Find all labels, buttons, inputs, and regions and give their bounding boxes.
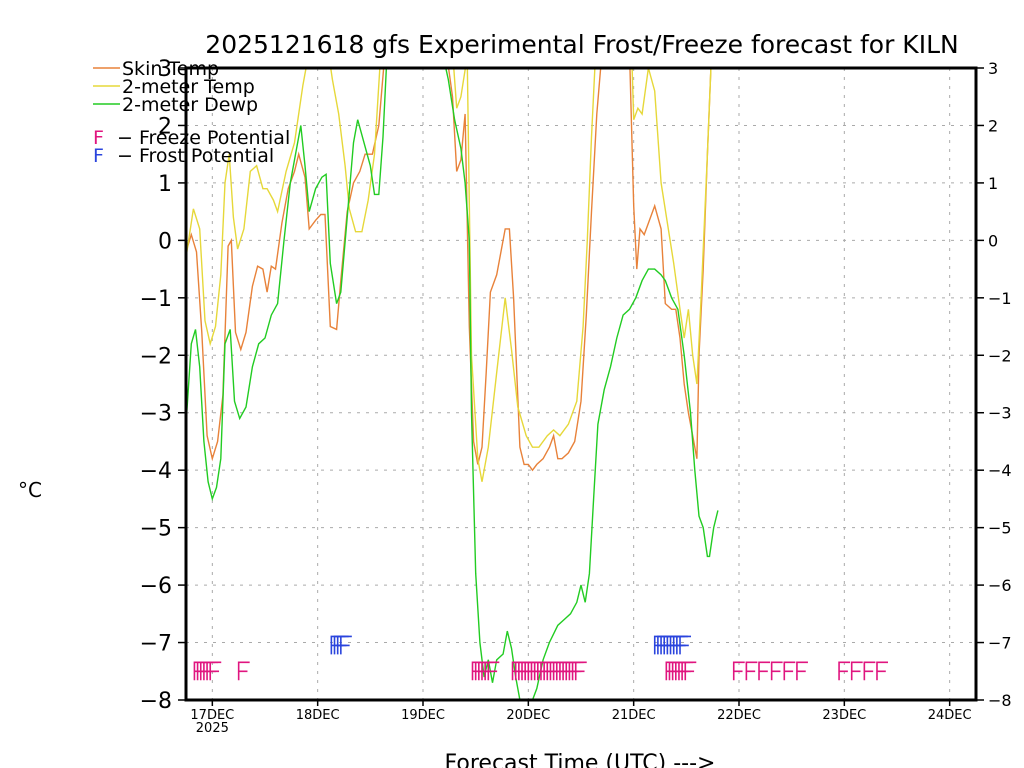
x-axis-label: Forecast Time (UTC) ---> (445, 751, 716, 768)
f-glyph (574, 661, 587, 681)
series-line-segment (629, 68, 712, 459)
y-tick-label: −6 (988, 576, 1012, 595)
legend-item: F − Freeze Potential (93, 127, 290, 149)
x-tick-label: 20DEC (506, 708, 550, 723)
y-axis-right: 3 2 1 0 −1 −2 −3 −4 −5 −6 −7 −8 (976, 59, 1012, 710)
y-tick-label: −7 (140, 632, 172, 657)
series-line-segment (445, 68, 719, 700)
freeze-marker (783, 661, 796, 681)
frost-marker (679, 635, 692, 655)
legend-item: 2-meter Dewp (93, 94, 258, 116)
y-tick-label: 3 (158, 57, 172, 82)
f-glyph (863, 661, 876, 681)
y-tick-label: −1 (988, 289, 1012, 308)
f-glyph (487, 661, 500, 681)
y-axis-label: °C (18, 478, 42, 502)
freeze-marker (209, 661, 222, 681)
legend-label: Skin Temp (122, 58, 219, 80)
y-tick-label: 2 (988, 116, 998, 135)
freeze-marker (732, 661, 745, 681)
y-tick-label: 1 (988, 174, 998, 193)
plot-frame (184, 66, 978, 702)
freeze-marker (758, 661, 771, 681)
y-tick-label: −5 (140, 517, 172, 542)
y-tick-label: −2 (140, 344, 172, 369)
legend-label: 2-meter Temp (122, 76, 255, 98)
chart-title: 2025121618 gfs Experimental Frost/Freeze… (205, 30, 958, 59)
f-glyph (758, 661, 771, 681)
potential-markers (193, 635, 888, 681)
x-tick-label: 23DEC (822, 708, 866, 723)
freeze-marker (770, 661, 783, 681)
x-tick-label: 24DEC (928, 708, 972, 723)
legend-label: − Frost Potential (117, 145, 274, 167)
y-tick-label: −6 (140, 574, 172, 599)
freeze-marker (863, 661, 876, 681)
y-tick-label: −1 (140, 287, 172, 312)
series-2-meter-temp (186, 68, 712, 482)
x-tick-label: 21DEC (612, 708, 656, 723)
y-tick-label: −5 (988, 519, 1012, 538)
freeze-marker (876, 661, 888, 681)
legend-item: F − Frost Potential (93, 145, 274, 167)
x-tick-label: 22DEC (717, 708, 761, 723)
y-tick-label: 3 (988, 59, 998, 78)
y-tick-label: −8 (140, 689, 172, 714)
legend-item: Skin Temp (93, 58, 219, 80)
legend-item: 2-meter Temp (93, 76, 255, 98)
legend-glyph: F (93, 127, 104, 149)
y-tick-label: −3 (988, 404, 1012, 423)
x-tick-label: 17DEC (190, 708, 234, 723)
f-glyph (340, 635, 352, 655)
f-glyph (679, 635, 692, 655)
series-line-segment (453, 68, 596, 482)
freeze-marker (237, 661, 250, 681)
f-glyph (783, 661, 796, 681)
frost-marker (340, 635, 352, 655)
series-line-segment (631, 68, 712, 385)
f-glyph (745, 661, 758, 681)
series-line-segment (330, 68, 381, 233)
legend-label: 2-meter Dewp (122, 94, 258, 116)
y-tick-label: 2 (158, 114, 172, 139)
series-line-segment (186, 68, 388, 502)
freeze-marker (838, 661, 851, 681)
x-tick-label: 19DEC (401, 708, 445, 723)
y-tick-label: 0 (158, 229, 172, 254)
f-glyph (876, 661, 888, 681)
f-glyph (732, 661, 745, 681)
freeze-marker (574, 661, 587, 681)
y-tick-label: 0 (988, 231, 998, 250)
freeze-marker (796, 661, 808, 681)
f-glyph (850, 661, 863, 681)
y-tick-label: −2 (988, 346, 1012, 365)
x-tick-label: 18DEC (296, 708, 340, 723)
freeze-marker (745, 661, 758, 681)
freeze-marker (850, 661, 863, 681)
legend-glyph: F (93, 145, 104, 167)
series-skin-temp (186, 68, 712, 472)
f-glyph (684, 661, 697, 681)
f-glyph (770, 661, 783, 681)
f-glyph (838, 661, 851, 681)
freeze-marker (684, 661, 697, 681)
y-tick-label: −7 (988, 634, 1012, 653)
y-axis-left: 3 2 1 0 −1 −2 −3 −4 −5 −6 −7 −8 (140, 57, 186, 714)
f-glyph (796, 661, 808, 681)
freeze-marker (487, 661, 500, 681)
legend-label: − Freeze Potential (117, 127, 290, 149)
y-tick-label: −4 (140, 459, 172, 484)
y-tick-label: −8 (988, 691, 1012, 710)
y-tick-label: −4 (988, 461, 1012, 480)
y-tick-label: 1 (158, 172, 172, 197)
f-glyph (237, 661, 250, 681)
f-glyph (209, 661, 222, 681)
series-line-segment (186, 68, 307, 347)
grid-lines (186, 68, 976, 700)
y-tick-label: −3 (140, 402, 172, 427)
x-tick-sublabel: 2025 (196, 721, 229, 736)
